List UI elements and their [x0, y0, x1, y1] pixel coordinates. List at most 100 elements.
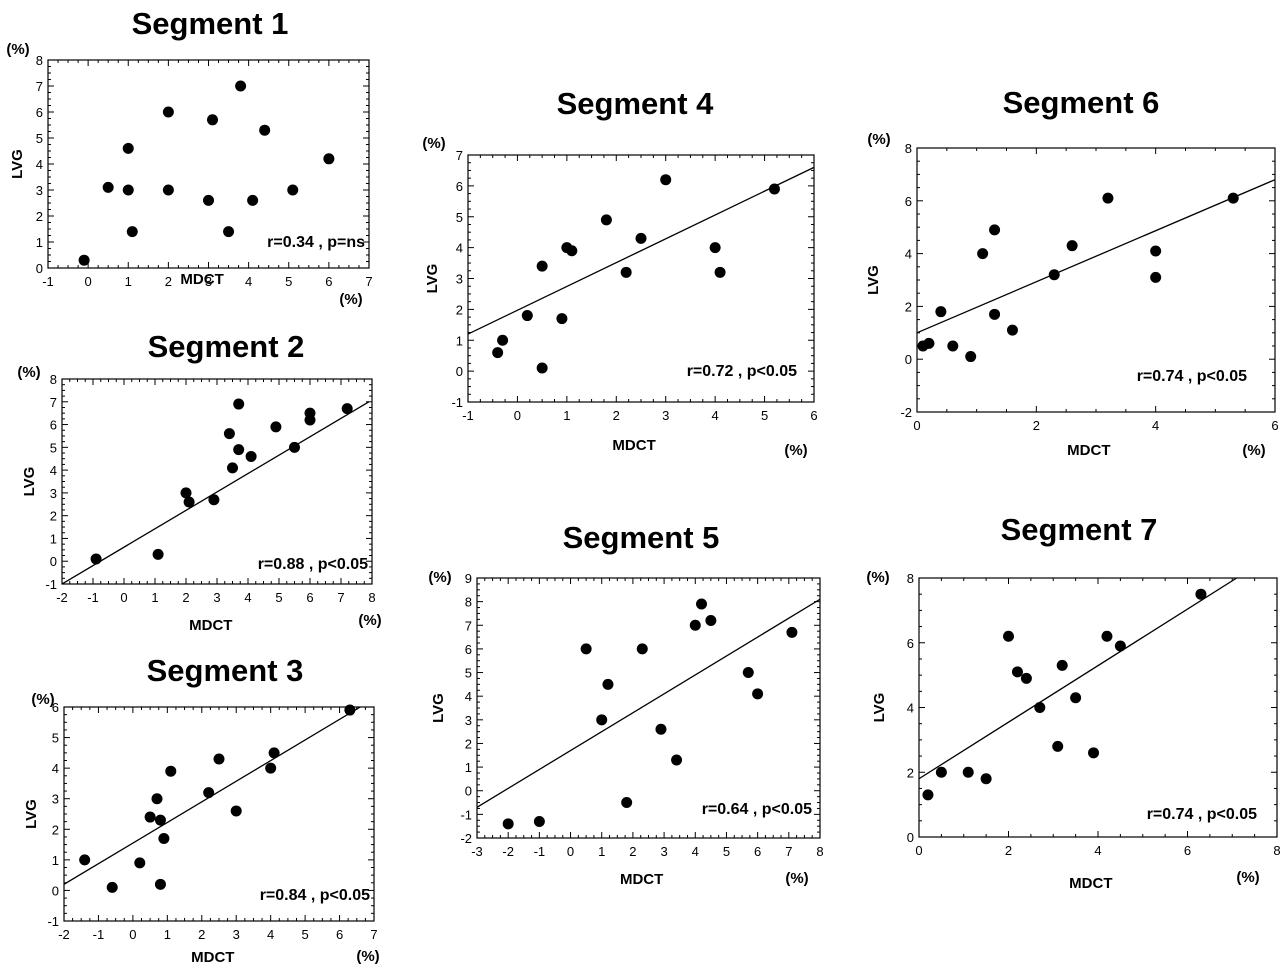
x-tick-label: 0: [120, 590, 127, 605]
x-unit-label: (%): [356, 948, 379, 965]
data-point: [227, 462, 238, 474]
x-tick-label: 3: [213, 590, 220, 605]
data-point: [165, 765, 177, 777]
x-tick-label: 4: [1094, 843, 1101, 858]
statistic-label: r=0.84 , p<0.05: [260, 887, 370, 904]
x-axis-label: MDCT: [612, 437, 655, 454]
statistic-label: r=0.74 , p<0.05: [1137, 368, 1247, 385]
data-point: [989, 308, 1001, 320]
x-tick-label: 7: [337, 590, 344, 605]
segment-6-plot: Segment 60 2 4 6-202468MDCTLVG(%)(%)r=0.74 …: [865, 85, 1279, 459]
segment-2-plot: Segment 2-2 -1 0 1 2 3 4 5 6 7 8-1012345678MDCTLVG…: [17, 329, 381, 634]
data-point: [102, 181, 114, 193]
data-point: [341, 403, 353, 415]
y-tick-label: -1: [460, 807, 472, 822]
data-point: [122, 184, 134, 196]
data-point: [1048, 269, 1060, 281]
data-point: [1227, 192, 1239, 204]
plot-frame: [476, 577, 821, 839]
chart-title: Segment 2: [148, 329, 305, 364]
y-tick-label: 0: [465, 784, 472, 799]
y-tick-label: -2: [900, 405, 912, 420]
y-tick-label: -1: [45, 577, 57, 592]
x-tick-label: 5: [285, 274, 292, 289]
x-tick-label: 4: [1152, 418, 1159, 433]
y-tick-label: 2: [907, 765, 914, 780]
y-tick-label: 1: [465, 760, 472, 775]
y-tick-label: 7: [50, 395, 57, 410]
y-tick-label: 7: [465, 618, 472, 633]
x-tick-label: 7: [370, 927, 377, 942]
statistic-label: r=0.64 , p<0.05: [702, 801, 812, 818]
data-point: [1150, 245, 1162, 257]
data-point: [714, 266, 726, 278]
y-tick-label: 8: [36, 53, 43, 68]
data-point: [1003, 630, 1014, 642]
data-point: [1101, 630, 1113, 642]
y-tick-label: 3: [456, 272, 463, 287]
y-tick-label: 9: [465, 571, 472, 586]
y-tick-label: 1: [50, 531, 57, 546]
chart-title: Segment 5: [563, 520, 720, 555]
regression-line: [917, 179, 1275, 334]
x-tick-label: 6: [810, 408, 817, 423]
statistic-label: r=0.88 , p<0.05: [258, 556, 368, 573]
y-axis-label: LVG: [424, 264, 441, 294]
y-tick-label: 2: [36, 209, 43, 224]
y-axis-label: LVG: [23, 799, 40, 829]
data-point: [344, 704, 356, 716]
x-unit-label: (%): [339, 291, 362, 308]
x-tick-label: 6: [1184, 843, 1191, 858]
data-point: [213, 753, 225, 765]
data-point: [923, 337, 935, 349]
data-point: [162, 184, 174, 196]
y-unit-label: (%): [867, 131, 890, 148]
x-axis-label: MDCT: [180, 271, 223, 288]
data-point: [536, 260, 548, 272]
y-tick-label: 3: [50, 486, 57, 501]
data-point: [635, 232, 647, 244]
y-tick-label: 7: [36, 79, 43, 94]
x-tick-label: 2: [198, 927, 205, 942]
y-tick-label: 6: [905, 194, 912, 209]
data-point: [1070, 692, 1082, 704]
data-point: [566, 245, 578, 257]
segment-7-plot: Segment 7 0 2 4 6 8 0 2 4 6 8 MDCT LVG (%) (%) r=0.74 ,…: [866, 512, 1280, 892]
segment-4-plot: Segment 4 -1 0 1 2 3 4 5 6 -1 0 1 2 3 4 5 6 7 MDCT LVG (%) (%…: [422, 86, 817, 459]
data-point: [947, 340, 959, 352]
data-point: [265, 762, 277, 774]
data-point: [230, 805, 242, 817]
y-tick-label: 2: [52, 822, 59, 837]
data-point: [1052, 740, 1064, 752]
y-tick-label: 0: [36, 261, 43, 276]
y-tick-label: 7: [456, 148, 463, 163]
y-axis-label: LVG: [9, 149, 26, 179]
x-tick-label: 5: [761, 408, 768, 423]
data-point: [989, 224, 1001, 236]
x-unit-label: (%): [358, 612, 381, 629]
data-point: [620, 266, 632, 278]
y-tick-label: 4: [36, 157, 43, 172]
x-tick-label: 0: [913, 418, 920, 433]
data-point: [689, 619, 701, 631]
data-point: [977, 248, 989, 260]
y-tick-label: -1: [451, 395, 463, 410]
y-tick-label: 5: [36, 131, 43, 146]
data-point: [1034, 702, 1046, 713]
x-tick-label: 0: [85, 274, 92, 289]
y-tick-label: 0: [52, 883, 59, 898]
x-tick-label: 6: [325, 274, 332, 289]
x-tick-label: 1: [151, 590, 158, 605]
y-tick-label: 3: [52, 792, 59, 807]
data-point: [965, 351, 977, 363]
x-tick-label: -1: [534, 844, 546, 859]
x-tick-label: 6: [1271, 418, 1278, 433]
y-unit-label: (%): [422, 135, 445, 152]
x-tick-label: 8: [368, 590, 375, 605]
x-unit-label: (%): [1236, 869, 1259, 886]
x-tick-label: 4: [267, 927, 274, 942]
x-tick-label: 1: [563, 408, 570, 423]
y-axis-label: LVG: [21, 467, 38, 497]
x-tick-label: 8: [1273, 843, 1280, 858]
